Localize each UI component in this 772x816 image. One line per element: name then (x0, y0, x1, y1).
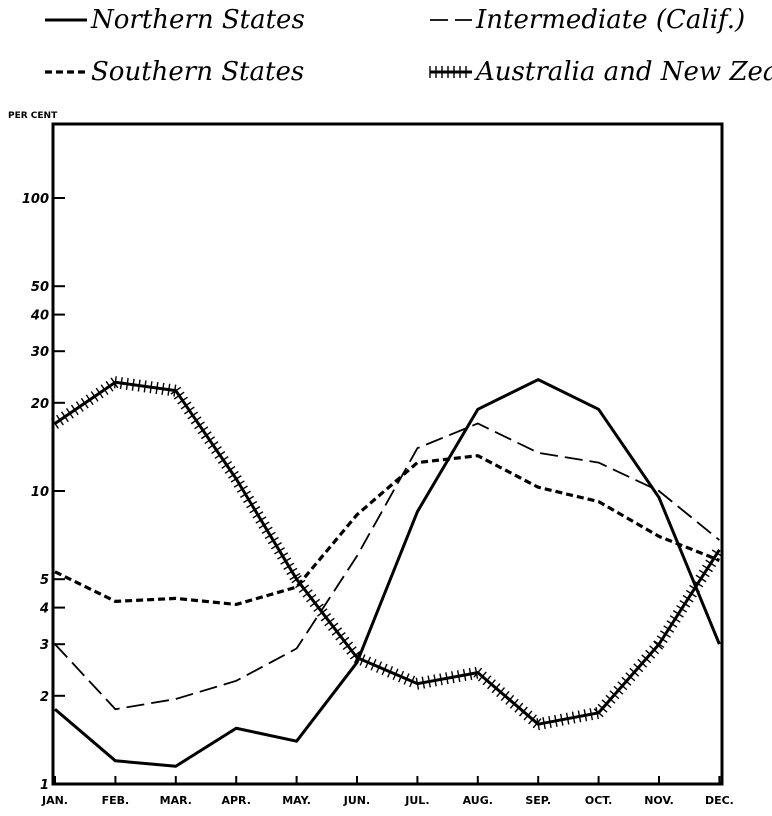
y-tick-label: 10 (31, 485, 49, 500)
y-axis-label: PER CENT (8, 111, 58, 121)
y-tick-label: 50 (31, 280, 49, 295)
y-tick-label: 3 (40, 638, 49, 653)
legend-item: Northern States (45, 5, 305, 35)
y-tick-label: 5 (40, 573, 49, 588)
legend-label: Australia and New Zealand (474, 57, 772, 87)
y-tick-label: 4 (39, 602, 49, 617)
y-tick-label: 20 (31, 397, 49, 412)
series-australia-and-new-zealand (51, 376, 723, 731)
series-hatch-marks (429, 66, 467, 78)
y-axis-ticks: 1 2 3 4 5 10 20 30 40 50 100 (22, 192, 65, 793)
x-axis-ticks: JAN. FEB. MAR. APR. MAY. JUN. JUL. AUG. SEP. OCT.… (41, 776, 734, 807)
legend-label: Intermediate (Calif.) (475, 5, 745, 35)
series-intermediate-calif (54, 422, 720, 711)
legend: Northern States Intermediate (Calif.) Sout… (45, 5, 772, 87)
y-tick-label: 2 (40, 690, 49, 705)
x-tick-label: MAY. (282, 794, 311, 807)
series-line (54, 378, 721, 768)
plot-frame (51, 122, 724, 786)
x-tick-label: OCT. (585, 794, 612, 807)
series-line (54, 422, 720, 711)
x-tick-label: DEC. (705, 794, 734, 807)
x-tick-label: MAR. (160, 794, 192, 807)
legend-label: Southern States (91, 57, 304, 87)
x-tick-label: JUL. (404, 794, 429, 807)
series-layer (51, 376, 723, 768)
series-hatch-marks (51, 376, 723, 731)
series-southern-states (54, 454, 720, 607)
legend-label: Northern States (90, 5, 305, 35)
series-northern-states (54, 378, 721, 768)
x-tick-label: AUG. (463, 794, 493, 807)
series-line (54, 454, 720, 607)
y-tick-label: 30 (31, 345, 49, 360)
legend-item: Australia and New Zealand (429, 57, 772, 87)
series-line (54, 380, 721, 726)
legend-item: Intermediate (Calif.) (430, 5, 745, 35)
x-tick-label: NOV. (644, 794, 674, 807)
x-tick-label: JAN. (41, 794, 68, 807)
x-tick-label: JUN. (343, 794, 370, 807)
x-tick-label: FEB. (102, 794, 130, 807)
y-tick-label: 100 (22, 192, 49, 207)
legend-item: Southern States (45, 57, 304, 87)
y-tick-label: 1 (40, 778, 49, 793)
x-tick-label: APR. (221, 794, 250, 807)
y-tick-label: 40 (30, 309, 49, 324)
x-tick-label: SEP. (525, 794, 551, 807)
